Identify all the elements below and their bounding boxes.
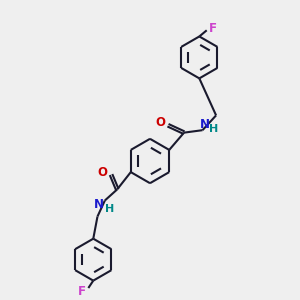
- Text: N: N: [94, 198, 104, 211]
- Text: N: N: [200, 118, 210, 130]
- Text: F: F: [78, 285, 86, 298]
- Text: H: H: [209, 124, 218, 134]
- Text: F: F: [209, 22, 217, 35]
- Text: O: O: [156, 116, 166, 129]
- Text: H: H: [105, 204, 114, 214]
- Text: O: O: [98, 166, 107, 178]
